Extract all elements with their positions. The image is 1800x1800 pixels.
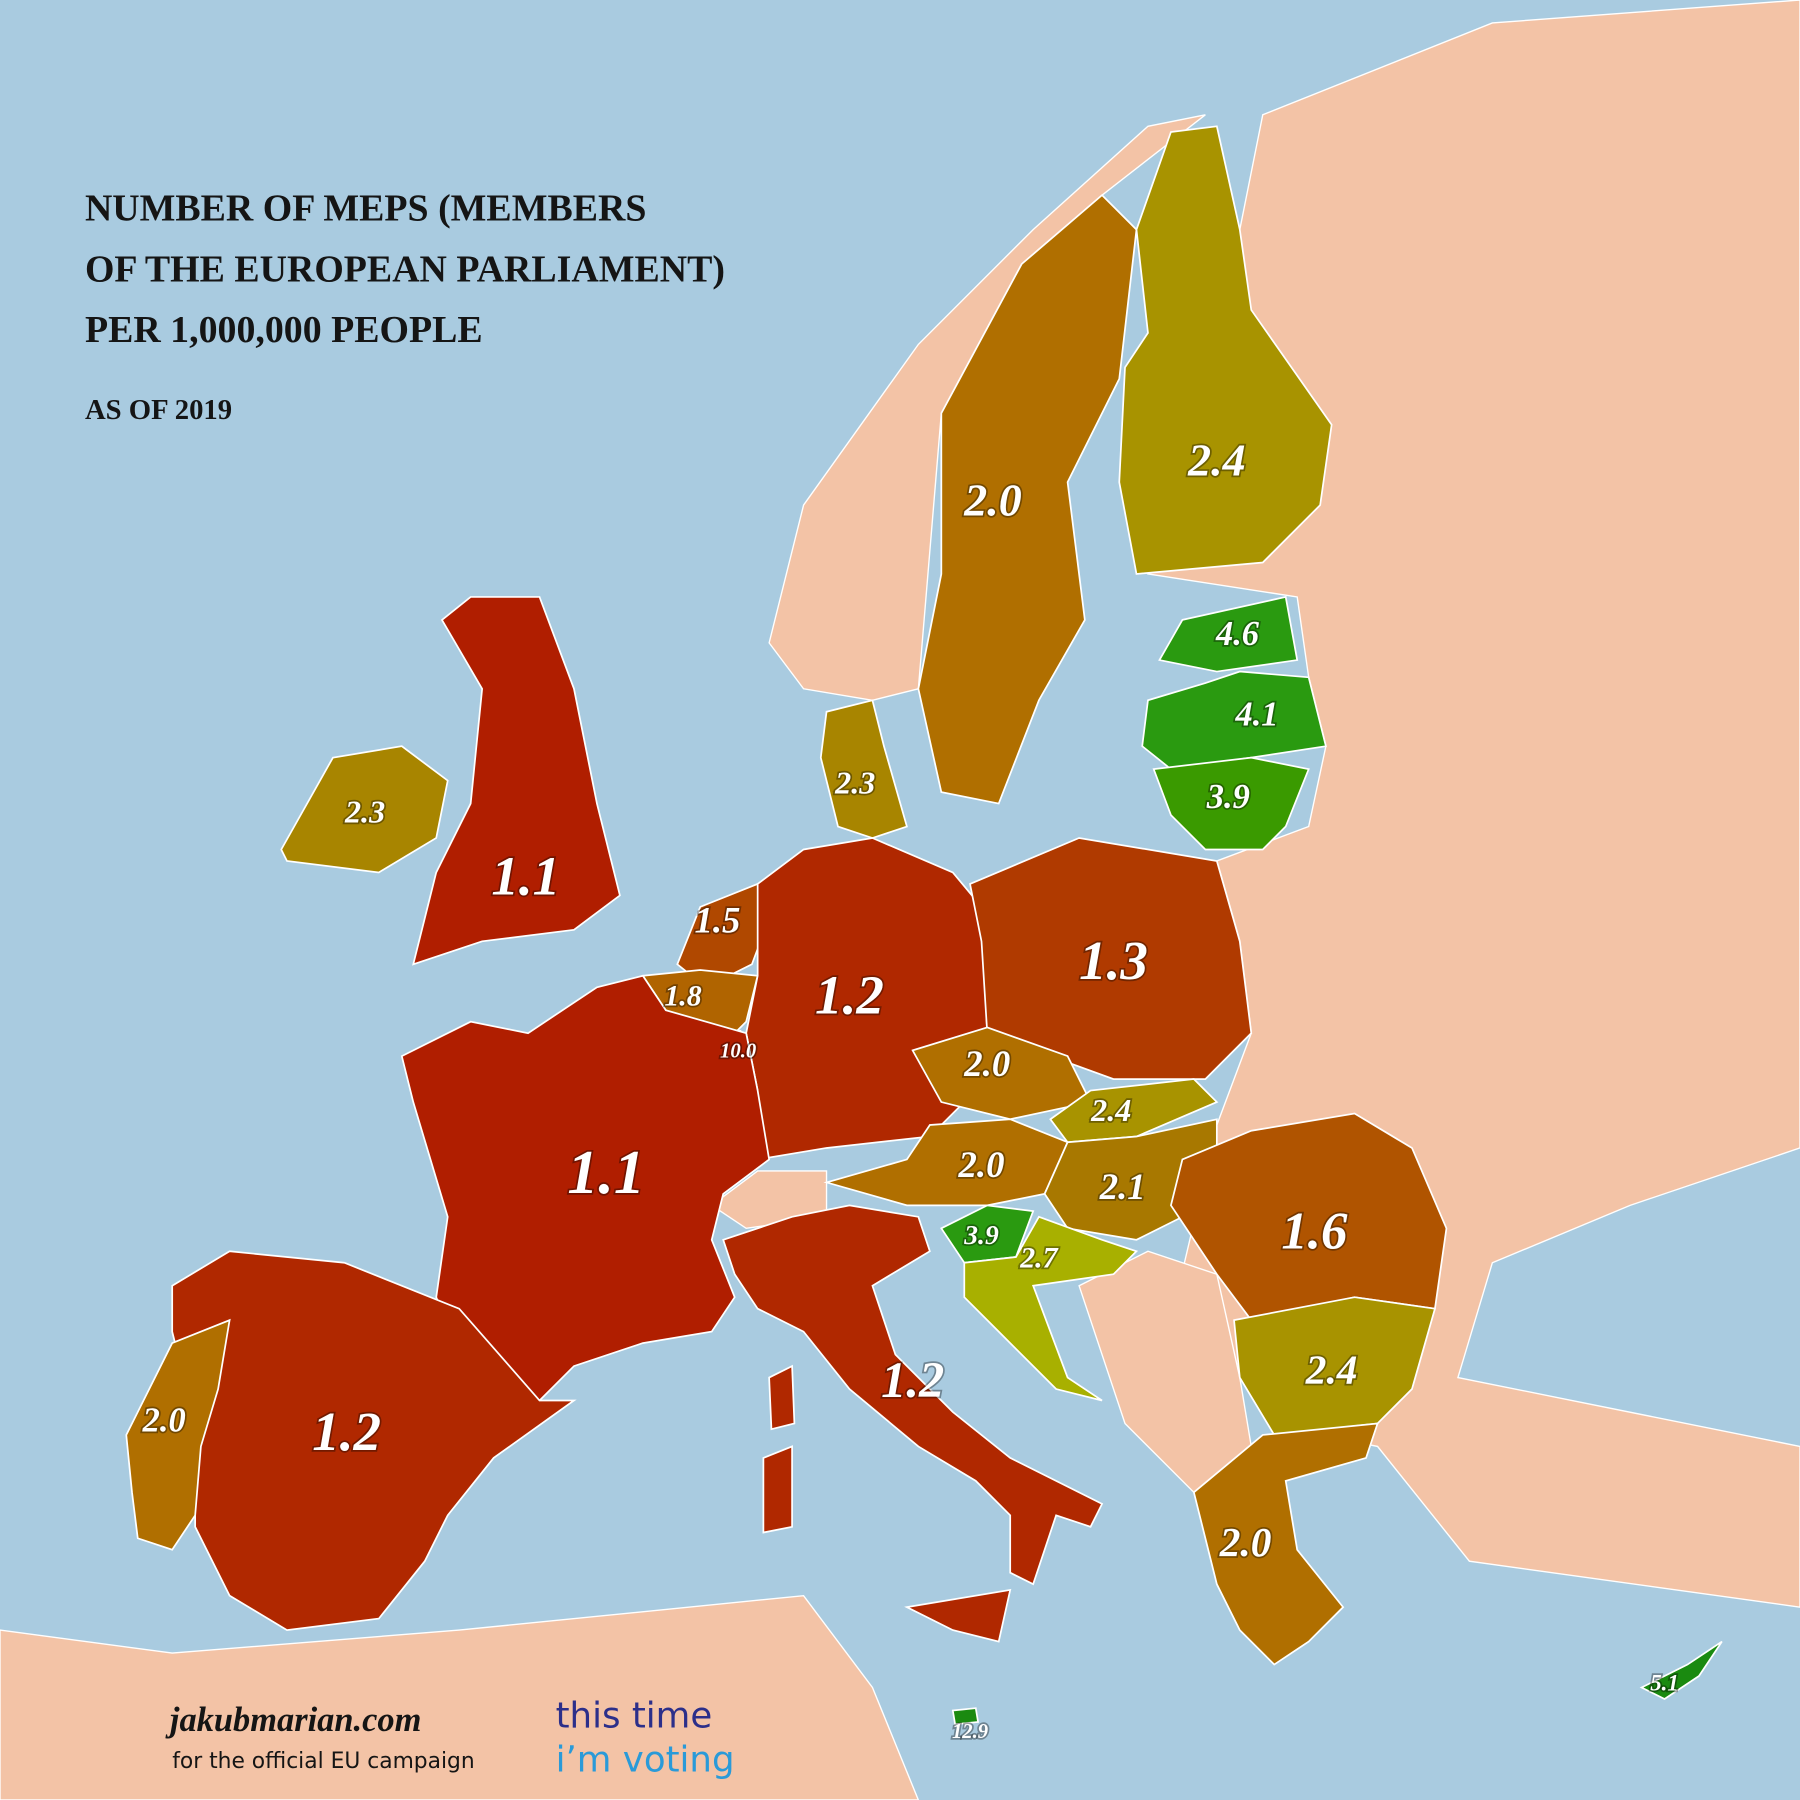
land-africa [0, 1594, 920, 1800]
value-label: 1.3 [1079, 930, 1148, 991]
value-label: 1.5 [695, 900, 741, 941]
land-switzerland [710, 1170, 828, 1230]
country [1152, 756, 1310, 851]
value-label: 4.6 [1215, 615, 1260, 653]
value-label: 2.0 [142, 1401, 186, 1439]
value-label: 2.0 [958, 1144, 1005, 1185]
value-label: 4.1 [1234, 695, 1278, 733]
value-label: 5.1 [1650, 1670, 1679, 1695]
country [1192, 1422, 1379, 1666]
value-label: 2.3 [834, 765, 875, 801]
country [1233, 1296, 1437, 1436]
country [963, 1215, 1139, 1402]
land-balkans [1078, 1250, 1253, 1494]
value-label: 1.2 [312, 1401, 381, 1462]
campaign-line: i’m voting [556, 1739, 735, 1780]
country [917, 193, 1138, 805]
country [940, 1204, 1035, 1264]
country [969, 837, 1253, 1080]
value-label: 3.9 [963, 1219, 999, 1250]
regions [125, 125, 1723, 1726]
value-label: 2.1 [1099, 1166, 1146, 1207]
title-line: NUMBER OF MEPS (MEMBERS [85, 187, 646, 229]
country [280, 745, 449, 874]
value-label: 12.9 [952, 1721, 988, 1743]
value-label: 2.4 [1090, 1092, 1131, 1128]
value-label: 1.6 [1281, 1202, 1348, 1260]
country [722, 1204, 1104, 1586]
title-line: OF THE EUROPEAN PARLIAMENT) [85, 248, 725, 290]
value-label: 1.8 [664, 980, 701, 1013]
country [1639, 1640, 1723, 1700]
title-line: PER 1,000,000 PEOPLE [85, 309, 483, 351]
value-label: 1.2 [815, 965, 884, 1026]
value-label: 1.1 [491, 845, 560, 906]
subtitle: AS OF 2019 [85, 394, 232, 426]
value-label: 2.0 [963, 1043, 1010, 1084]
country [819, 699, 908, 839]
note: for the official EU campaign [172, 1749, 475, 1774]
value-label: 1.2 [881, 1352, 944, 1408]
country [904, 1588, 1012, 1643]
country [1118, 125, 1333, 575]
value-label: 2.3 [344, 793, 385, 829]
value-label: 10.0 [720, 1040, 756, 1062]
campaign-line: this time [556, 1696, 713, 1737]
country [1158, 595, 1299, 673]
value-label: 3.9 [1206, 778, 1250, 816]
site: jakubmarian.com [165, 1701, 422, 1739]
country [951, 1707, 980, 1726]
value-label: 2.7 [1019, 1241, 1058, 1274]
value-label: 2.0 [1219, 1519, 1272, 1565]
country [1141, 670, 1327, 771]
value-label: 2.4 [1187, 434, 1245, 485]
value-label: 1.1 [567, 1139, 644, 1207]
country [762, 1445, 793, 1534]
value-label: 2.0 [963, 475, 1021, 526]
country [125, 1318, 231, 1551]
value-label: 2.4 [1305, 1347, 1358, 1393]
country [412, 596, 621, 966]
country [768, 1364, 796, 1431]
labels: 2.0 2.4 4.6 4.1 3.9 2.3 2.3 1.1 1.5 1.8 10.0 1.2 1.3… [140, 433, 1681, 1745]
